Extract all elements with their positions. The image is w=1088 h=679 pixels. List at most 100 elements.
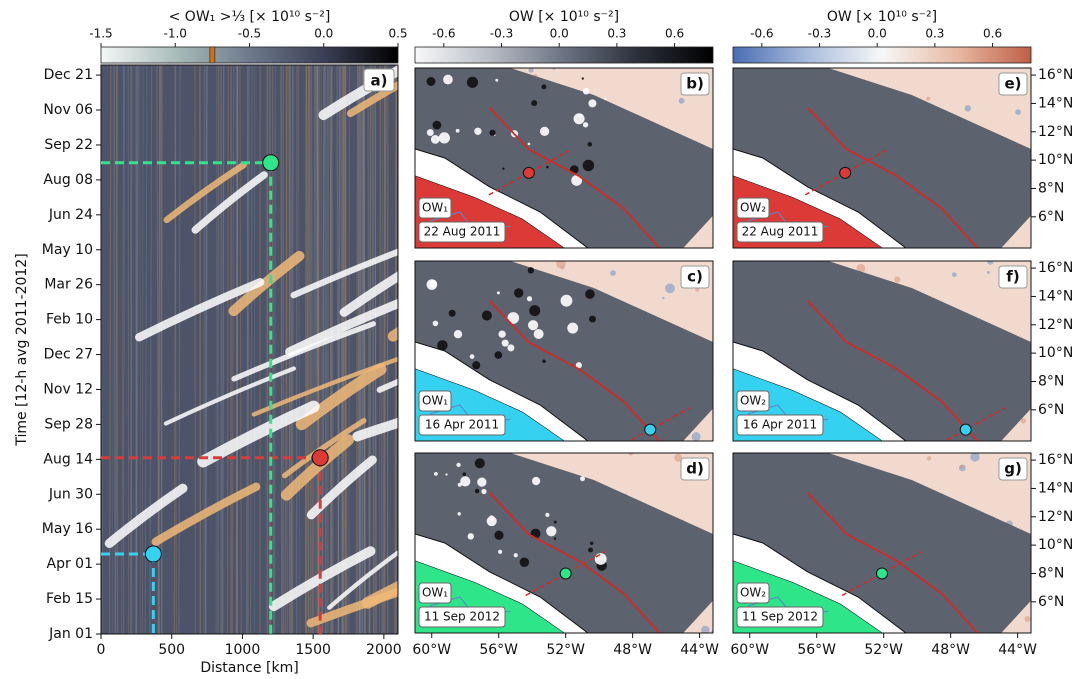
y-tick-label: 10°N [1038,345,1073,361]
map-field [411,67,713,248]
eddy-core [527,296,532,301]
colorbar-tick-label: -1.5 [89,27,112,41]
x-tick-label: 44°W [998,642,1037,658]
eddy-core [427,279,438,290]
panel-label: f) [1006,268,1019,286]
field-label: OW₂ [740,201,766,215]
eddy [692,432,701,441]
eddy-core [467,77,478,88]
eddy-core [454,330,462,338]
y-tick-label: 8°N [1038,565,1064,581]
y-axis-label: Time [12-h avg 2011-2012] [14,253,30,446]
field-label: OW₁ [422,394,448,408]
eddy-core [520,557,529,566]
x-tick-label: 60°W [412,642,451,658]
eddy [970,452,979,461]
y-tick-label: 16°N [1038,260,1073,276]
y-tick-label: Mar 26 [44,277,93,293]
eddy-core [514,288,523,297]
eddy-core [579,114,582,117]
y-tick-label: Nov 06 [43,102,93,118]
eddy-core [502,340,509,347]
eddy [927,456,931,460]
panel-label: g) [1004,460,1022,478]
eddy-core [546,526,556,536]
eddy-core [443,75,453,85]
x-tick-label: 2000 [366,642,402,658]
eddy-core [463,472,467,476]
y-tick-label: Jun 24 [48,207,93,223]
location-marker [560,568,571,579]
eddy-core [474,128,481,135]
y-tick-label: Nov 12 [43,381,93,397]
eddy-core [456,129,460,133]
panel-label: c) [687,268,703,286]
date-label: 11 Sep 2012 [424,610,500,624]
eddy-core [583,88,590,95]
eddy [894,276,900,282]
field-label: OW₁ [422,201,448,215]
eddy-core [554,537,557,540]
colorbar-tick-label: 0.6 [665,27,684,41]
eddy-core [540,127,549,136]
colorbar-label: OW [× 10¹⁰ s⁻²] [827,9,937,25]
eddy-core [531,100,537,106]
colorbar-tick-label: -0.6 [432,27,455,41]
x-axis-label: Distance [km] [200,660,298,676]
colorbar [101,47,398,63]
eddy [960,465,963,468]
colorbar-tick-label: -0.5 [238,27,261,41]
eddy-core [481,489,486,494]
map-field [733,452,1031,633]
eddy-core [457,512,460,515]
eddy-core [583,122,588,127]
eddy-core [567,323,578,334]
eddy-core [502,167,504,169]
eddy-core [456,463,460,467]
eddy-core [494,531,503,540]
eddy [665,283,675,293]
colorbar-tick-label: 0.0 [868,27,887,41]
eddy-core [589,316,596,323]
x-tick-label: 1500 [295,642,331,658]
location-marker [960,424,971,435]
eddy-core [528,267,534,273]
y-tick-label: Sep 28 [44,416,93,432]
colorbar-tick-label: 0.6 [983,27,1002,41]
colorbar-threshold [210,47,215,63]
eddy-core [433,321,439,327]
eddy-core [534,329,544,339]
y-tick-label: 12°N [1038,317,1073,333]
eddy-core [477,477,486,486]
y-tick-label: 14°N [1038,288,1073,304]
location-marker [840,167,851,178]
date-label: 22 Aug 2011 [742,225,819,239]
date-label: 11 Sep 2012 [742,610,818,624]
y-tick-label: Feb 10 [46,312,93,328]
event-marker [145,546,161,562]
y-tick-label: Feb 15 [46,591,93,607]
eddy-core [585,289,595,299]
eddy-core [487,516,497,526]
y-tick-label: 10°N [1038,152,1073,168]
eddy-core [475,458,485,468]
eddy-core [497,291,500,294]
location-marker [645,424,656,435]
eddy-core [472,361,480,369]
eddy [1015,109,1021,115]
y-tick-label: Apr 01 [47,556,93,572]
field-label: OW₁ [422,586,448,600]
date-label: 16 Apr 2011 [425,418,499,432]
eddy-core [449,310,456,317]
x-tick-label: 52°W [546,642,585,658]
y-tick-label: Aug 08 [43,172,93,188]
field-label: OW₂ [740,394,766,408]
colorbar-tick-label: 0.0 [550,27,569,41]
eddy-core [434,472,438,476]
location-marker [523,167,534,178]
eddy [561,266,565,270]
eddy-core [470,354,475,359]
eddy-core [528,320,538,330]
x-tick-label: 0 [97,642,106,658]
eddy-core [468,533,474,539]
